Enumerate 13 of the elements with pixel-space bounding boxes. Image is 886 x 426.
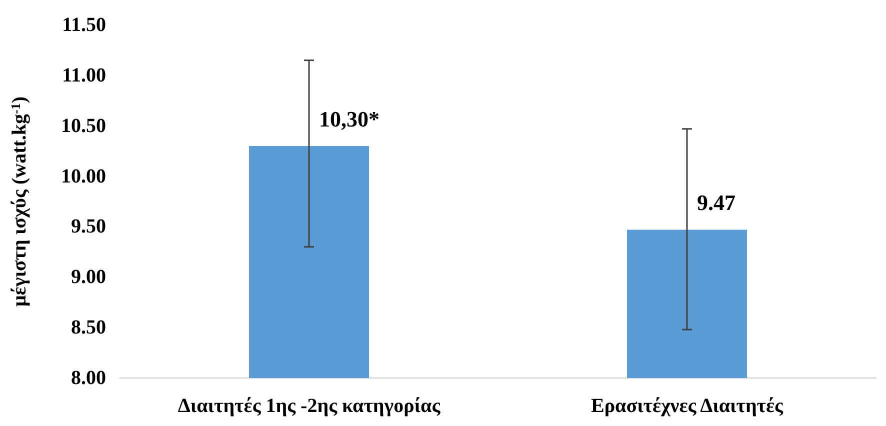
y-tick-label: 8.00 bbox=[71, 367, 106, 389]
y-tick-label: 10.50 bbox=[61, 114, 106, 137]
y-tick-label: 11.50 bbox=[62, 14, 106, 36]
y-tick-label: 9.00 bbox=[71, 266, 106, 288]
data-label: 9.47 bbox=[697, 190, 736, 216]
data-label: 10,30* bbox=[319, 106, 380, 132]
x-tick-label: Διαιτητές 1ης -2ης κατηγορίας bbox=[178, 395, 441, 417]
y-tick-label: 8.50 bbox=[71, 316, 106, 339]
x-tick-label: Ερασιτέχνες Διαιτητές bbox=[591, 395, 784, 417]
y-tick-label: 10.00 bbox=[61, 165, 106, 188]
y-axis-title: μέγιστη ισχύς (watt.kg-1) bbox=[8, 96, 30, 307]
y-tick-label: 11.00 bbox=[62, 64, 106, 86]
y-tick-label: 9.50 bbox=[71, 216, 106, 238]
